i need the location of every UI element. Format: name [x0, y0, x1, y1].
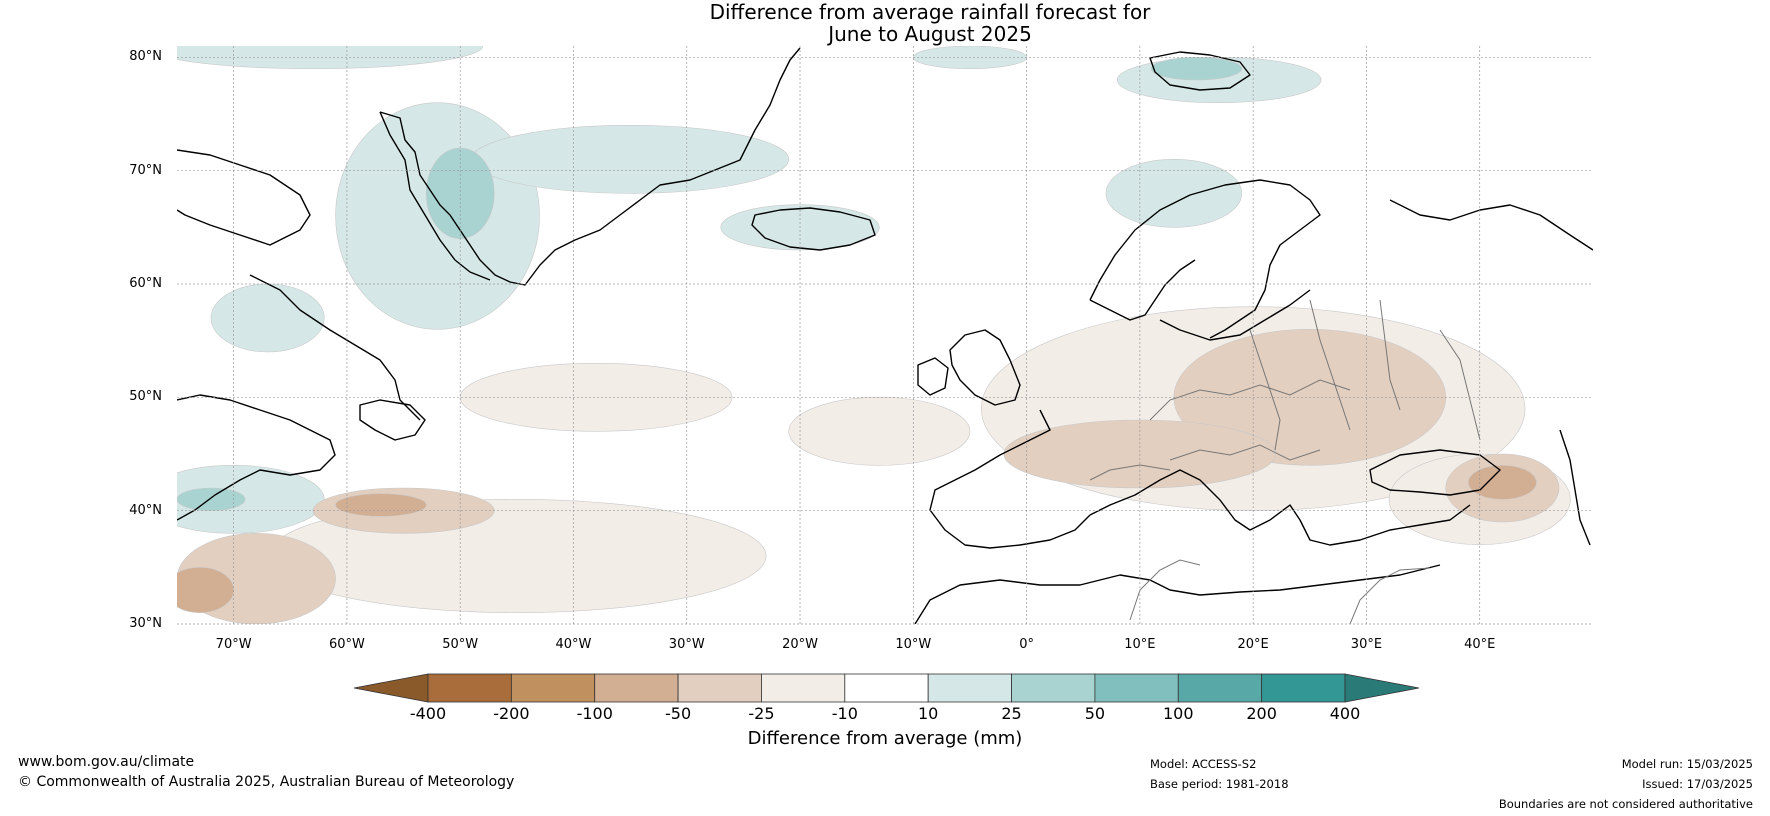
anomaly-region-10 [1150, 57, 1243, 81]
europe-west-coast [929, 409, 1091, 549]
map-title-line2: June to August 2025 [828, 22, 1032, 46]
colorbar-segment [1094, 673, 1179, 703]
north-america-east-coast [177, 394, 336, 521]
anomaly-region-24 [177, 567, 234, 613]
latitude-label: 50°N [129, 389, 162, 405]
colorbar-tick-label: -10 [831, 704, 858, 723]
base-period: Base period: 1981-2018 [1150, 777, 1289, 791]
colorbar-segment [510, 673, 596, 703]
longitude-label: 30°W [668, 637, 705, 652]
longitude-label: 20°E [1237, 637, 1269, 652]
longitude-label: 50°W [442, 637, 479, 652]
colorbar-segment [1177, 673, 1263, 703]
longitude-label: 60°W [328, 637, 365, 652]
anomaly-region-9 [425, 147, 495, 239]
anomaly-region-7 [177, 46, 484, 69]
graticule [177, 46, 1593, 625]
mediterranean-coastline [1089, 469, 1471, 546]
latitude-label: 80°N [129, 49, 162, 65]
svalbard-coastline [1149, 51, 1251, 91]
anomaly-region-6 [1105, 159, 1243, 228]
newfoundland-coastline [359, 399, 426, 441]
norway-coast [1089, 259, 1196, 321]
anomaly-region-14 [788, 397, 971, 466]
anomaly-region-13 [459, 363, 733, 432]
colorbar-under-arrow [353, 673, 429, 703]
baltic-coastline [1159, 289, 1311, 341]
colorbar-tick-label: 400 [1329, 704, 1361, 723]
colorbar-segment [677, 673, 762, 703]
anomaly-region-23 [1468, 465, 1537, 500]
caspian-coastline [1559, 429, 1591, 546]
model-run-date: Model run: 15/03/2025 [1621, 757, 1753, 771]
anomaly-region-1 [471, 125, 790, 194]
longitude-label: 20°W [782, 637, 818, 652]
ireland-coastline [917, 357, 949, 396]
colorbar-segment [844, 673, 929, 703]
anomaly-region-3 [210, 283, 325, 353]
longitude-label: 30°E [1350, 637, 1383, 652]
map-title-line1: Difference from average rainfall forecas… [709, 0, 1151, 24]
colorbar-tick-label: 50 [1084, 704, 1106, 723]
boundaries-disclaimer: Boundaries are not considered authoritat… [1498, 797, 1753, 811]
latitude-label: 30°N [129, 616, 162, 631]
coastlines [177, 47, 1593, 624]
colorbar-segment [927, 673, 1012, 703]
colorbar [353, 673, 1420, 703]
colorbar-tick-label: 25 [1001, 704, 1022, 723]
british-isles-coastline [949, 329, 1021, 406]
latitude-label: 40°N [129, 502, 162, 518]
anomaly-regions [177, 46, 1571, 624]
colorbar-segment [1011, 673, 1096, 703]
scandinavia-coastline [1089, 179, 1321, 339]
colorbar-tick-label: -50 [665, 704, 692, 723]
longitude-label: 40°W [555, 637, 592, 652]
russia-north-coast [1389, 199, 1593, 251]
colorbar-tick-label: -25 [748, 704, 775, 723]
colorbar-tick-label: -100 [576, 704, 613, 723]
longitude-label: 70°W [215, 637, 252, 652]
colorbar-tick-label: 200 [1246, 704, 1277, 723]
north-africa-coastline [914, 564, 1441, 624]
latitude-label: 70°N [129, 162, 162, 178]
colorbar-tick-label: -400 [409, 704, 447, 723]
colorbar-title: Difference from average (mm) [747, 728, 1023, 749]
greenland-coastline [379, 47, 801, 286]
longitude-label: 10°E [1124, 637, 1156, 652]
longitude-label: 0° [1019, 637, 1034, 652]
colorbar-over-arrow [1344, 673, 1420, 703]
longitude-label: 10°W [895, 637, 932, 652]
colorbar-segment [761, 673, 846, 703]
colorbar-segment [1261, 673, 1346, 703]
copyright-text: © Commonwealth of Australia 2025, Austra… [18, 774, 515, 790]
anomaly-region-11 [177, 487, 246, 511]
longitude-label: 40°E [1464, 637, 1496, 652]
colorbar-tick-label: 10 [917, 704, 939, 723]
colorbar-segment [594, 673, 679, 703]
iceland-coastline [751, 207, 876, 251]
issued-date: Issued: 17/03/2025 [1642, 777, 1753, 791]
country-borders [1089, 299, 1481, 624]
anomaly-region-22 [335, 493, 427, 517]
baffin-coastline [177, 149, 311, 246]
colorbar-tick-label: -200 [493, 704, 530, 723]
colorbar-tick-label: 100 [1162, 704, 1194, 723]
colorbar-segment [427, 673, 512, 703]
greenland-west-coast [379, 111, 491, 281]
model-name: Model: ACCESS-S2 [1150, 757, 1257, 771]
website-link[interactable]: www.bom.gov.au/climate [18, 754, 195, 770]
latitude-label: 60°N [129, 276, 162, 291]
labrador-coastline [249, 274, 421, 421]
